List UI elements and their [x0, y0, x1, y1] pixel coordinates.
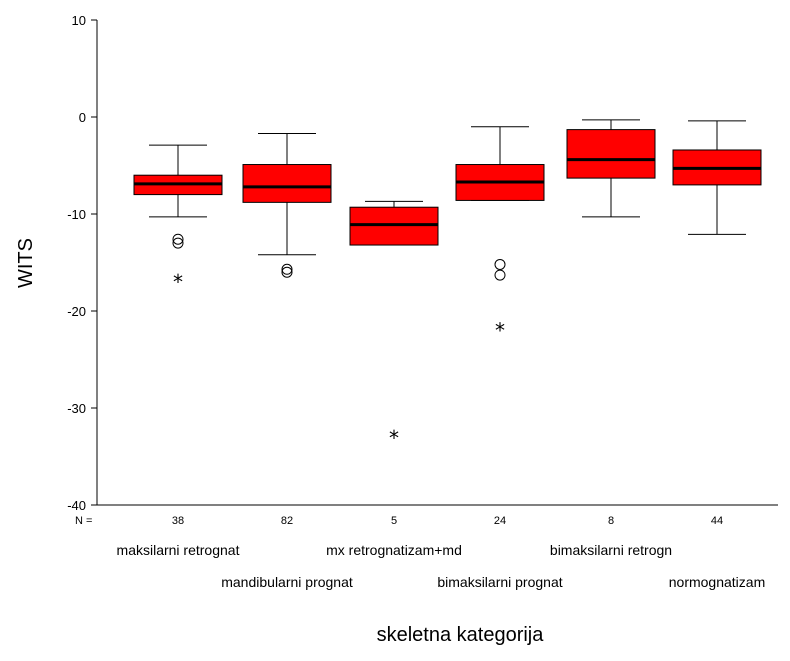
extreme-marker: *: [495, 318, 505, 342]
y-tick-group: 10 0 -10 -20 -30 -40: [67, 13, 97, 513]
n-count-label: 5: [391, 515, 397, 527]
iqr-box: [566, 129, 656, 179]
y-tick-label: -20: [67, 304, 86, 319]
y-tick-label: 10: [72, 13, 86, 28]
box-item: [566, 119, 656, 218]
outlier-marker: [281, 263, 293, 275]
category-label: mx retrognatizam+md: [326, 542, 462, 558]
y-tick-label: -40: [67, 498, 86, 513]
y-tick-label: 0: [79, 110, 86, 125]
box-item: [242, 132, 332, 278]
y-axis-title: WITS: [15, 238, 37, 288]
outlier-marker: [172, 233, 184, 245]
extreme-marker: *: [389, 426, 399, 450]
outlier-marker: [494, 269, 506, 281]
n-count-label: 8: [608, 515, 614, 527]
n-count-label: 38: [172, 515, 184, 527]
extreme-marker: *: [173, 270, 183, 294]
box-item: *: [133, 144, 223, 294]
box-item: [672, 120, 762, 235]
outlier-marker: [494, 258, 506, 270]
category-label: bimaksilarni retrogn: [550, 542, 672, 558]
category-label: mandibularni prognat: [221, 574, 353, 590]
box-item: *: [349, 200, 439, 450]
n-count-label: 44: [711, 515, 723, 527]
category-label-group: maksilarni retrognat mandibularni prognat…: [117, 542, 766, 590]
n-count-label: 24: [494, 515, 506, 527]
outlier-marker: [281, 266, 293, 278]
n-label-group: N = 38 82 5 24 8 44: [75, 515, 723, 527]
box-group: * * *: [133, 119, 762, 450]
y-tick-label: -10: [67, 207, 86, 222]
y-tick-label: -30: [67, 401, 86, 416]
n-label-prefix: N =: [75, 515, 92, 527]
category-label: maksilarni retrognat: [117, 542, 240, 558]
category-label: normognatizam: [669, 574, 766, 590]
x-axis-title: skeletna kategorija: [377, 624, 545, 646]
n-count-label: 82: [281, 515, 293, 527]
box-item: *: [455, 126, 545, 342]
category-label: bimaksilarni prognat: [437, 574, 562, 590]
outlier-marker: [172, 237, 184, 249]
iqr-box: [242, 164, 332, 203]
